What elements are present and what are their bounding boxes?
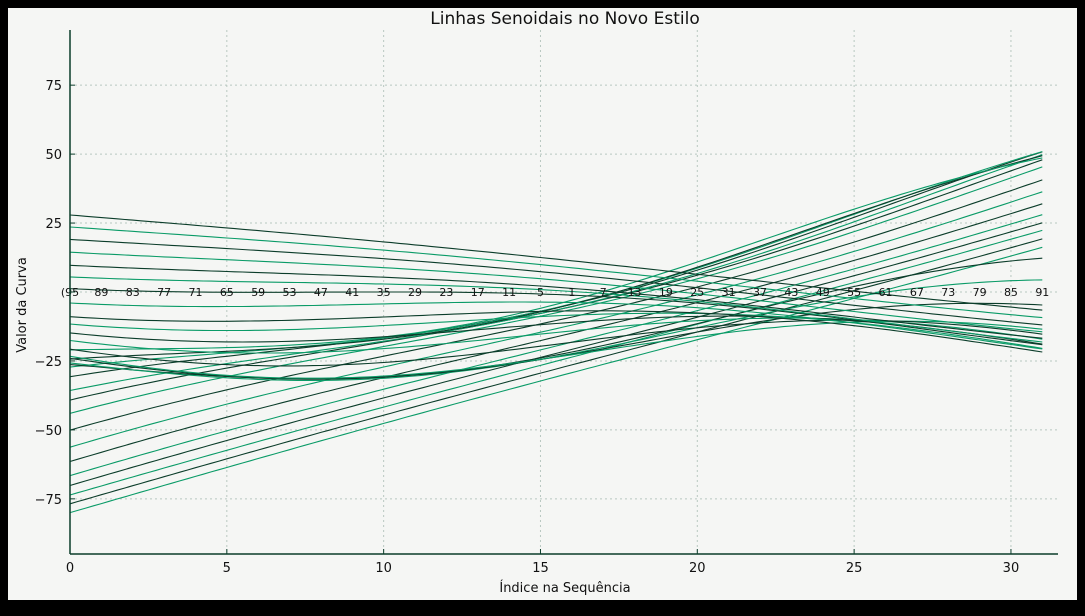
curve-annotation: 35 bbox=[377, 286, 391, 299]
series-line bbox=[69, 154, 1043, 392]
curve-annotation: 43 bbox=[784, 286, 798, 299]
series-line bbox=[69, 264, 1043, 339]
curve-annotation: 83 bbox=[126, 286, 140, 299]
series-line bbox=[69, 251, 1043, 333]
curve-annotation: 53 bbox=[283, 286, 297, 299]
y-tick-label: 75 bbox=[45, 79, 62, 94]
y-tick-label: −25 bbox=[35, 355, 62, 370]
y-tick-label: 25 bbox=[45, 217, 62, 232]
curve-annotation: 49 bbox=[816, 286, 830, 299]
curve-annotation: 5 bbox=[537, 286, 544, 299]
series-line bbox=[69, 317, 1043, 354]
series-line bbox=[69, 226, 1043, 319]
curve-annotation: 59 bbox=[251, 286, 265, 299]
x-tick-label: 30 bbox=[1003, 561, 1020, 576]
x-tick-label: 0 bbox=[66, 561, 74, 576]
series-line bbox=[69, 238, 1043, 326]
curve-annotation: 31 bbox=[722, 286, 736, 299]
chart-frame: (958983777165595347413529231711517131925… bbox=[8, 8, 1077, 600]
x-tick-label: 20 bbox=[689, 561, 706, 576]
curve-annotation: 25 bbox=[690, 286, 704, 299]
series-line bbox=[69, 310, 1043, 353]
y-tick-label: −50 bbox=[35, 424, 62, 439]
curve-annotation: 7 bbox=[600, 286, 607, 299]
curve-annotation: 47 bbox=[314, 286, 328, 299]
curve-annotation: 37 bbox=[753, 286, 767, 299]
x-tick-label: 5 bbox=[223, 561, 231, 576]
series-line bbox=[69, 288, 1043, 346]
series-line bbox=[69, 214, 1043, 311]
series-line bbox=[69, 276, 1043, 343]
series-line bbox=[69, 157, 1043, 351]
curve-annotation: 67 bbox=[910, 286, 924, 299]
curve-annotation: 11 bbox=[502, 286, 516, 299]
curve-annotation: 13 bbox=[628, 286, 642, 299]
curve-annotation: 41 bbox=[345, 286, 359, 299]
curve-annotation: 17 bbox=[471, 286, 485, 299]
x-tick-label: 15 bbox=[532, 561, 549, 576]
series-line bbox=[69, 214, 1043, 477]
series-line bbox=[69, 179, 1043, 431]
annotation-layer: (958983777165595347413529231711517131925… bbox=[61, 286, 1049, 299]
curve-annotation: 71 bbox=[188, 286, 202, 299]
curve-annotation: 77 bbox=[157, 286, 171, 299]
x-tick-label: 10 bbox=[375, 561, 392, 576]
series-line bbox=[69, 246, 1043, 514]
line-chart: (958983777165595347413529231711517131925… bbox=[15, 9, 1058, 596]
series-layer bbox=[69, 151, 1043, 514]
y-tick-label: 50 bbox=[45, 148, 62, 163]
x-tick-label: 25 bbox=[846, 561, 863, 576]
series-line bbox=[69, 191, 1043, 448]
series-line bbox=[69, 238, 1043, 505]
series-line bbox=[69, 229, 1043, 496]
series-line bbox=[69, 203, 1043, 463]
curve-annotation: 19 bbox=[659, 286, 673, 299]
curve-annotation: 79 bbox=[973, 286, 987, 299]
curve-annotation: 55 bbox=[847, 286, 861, 299]
curve-annotation: 89 bbox=[94, 286, 108, 299]
y-axis-label: Valor da Curva bbox=[15, 257, 30, 353]
chart-title: Linhas Senoidais no Novo Estilo bbox=[430, 9, 699, 29]
curve-annotation: 85 bbox=[1004, 286, 1018, 299]
series-line bbox=[69, 222, 1043, 487]
curve-annotation: 29 bbox=[408, 286, 422, 299]
curve-annotation: 23 bbox=[439, 286, 453, 299]
curve-annotation: 91 bbox=[1035, 286, 1049, 299]
y-tick-label: −75 bbox=[35, 493, 62, 508]
series-line bbox=[69, 301, 1043, 350]
curve-annotation: 65 bbox=[220, 286, 234, 299]
curve-annotation: 1 bbox=[568, 286, 575, 299]
series-line bbox=[69, 312, 1043, 349]
curve-annotation: 61 bbox=[878, 286, 892, 299]
series-line bbox=[69, 155, 1043, 360]
x-axis-label: Índice na Sequência bbox=[499, 580, 630, 596]
curve-annotation: 73 bbox=[941, 286, 955, 299]
